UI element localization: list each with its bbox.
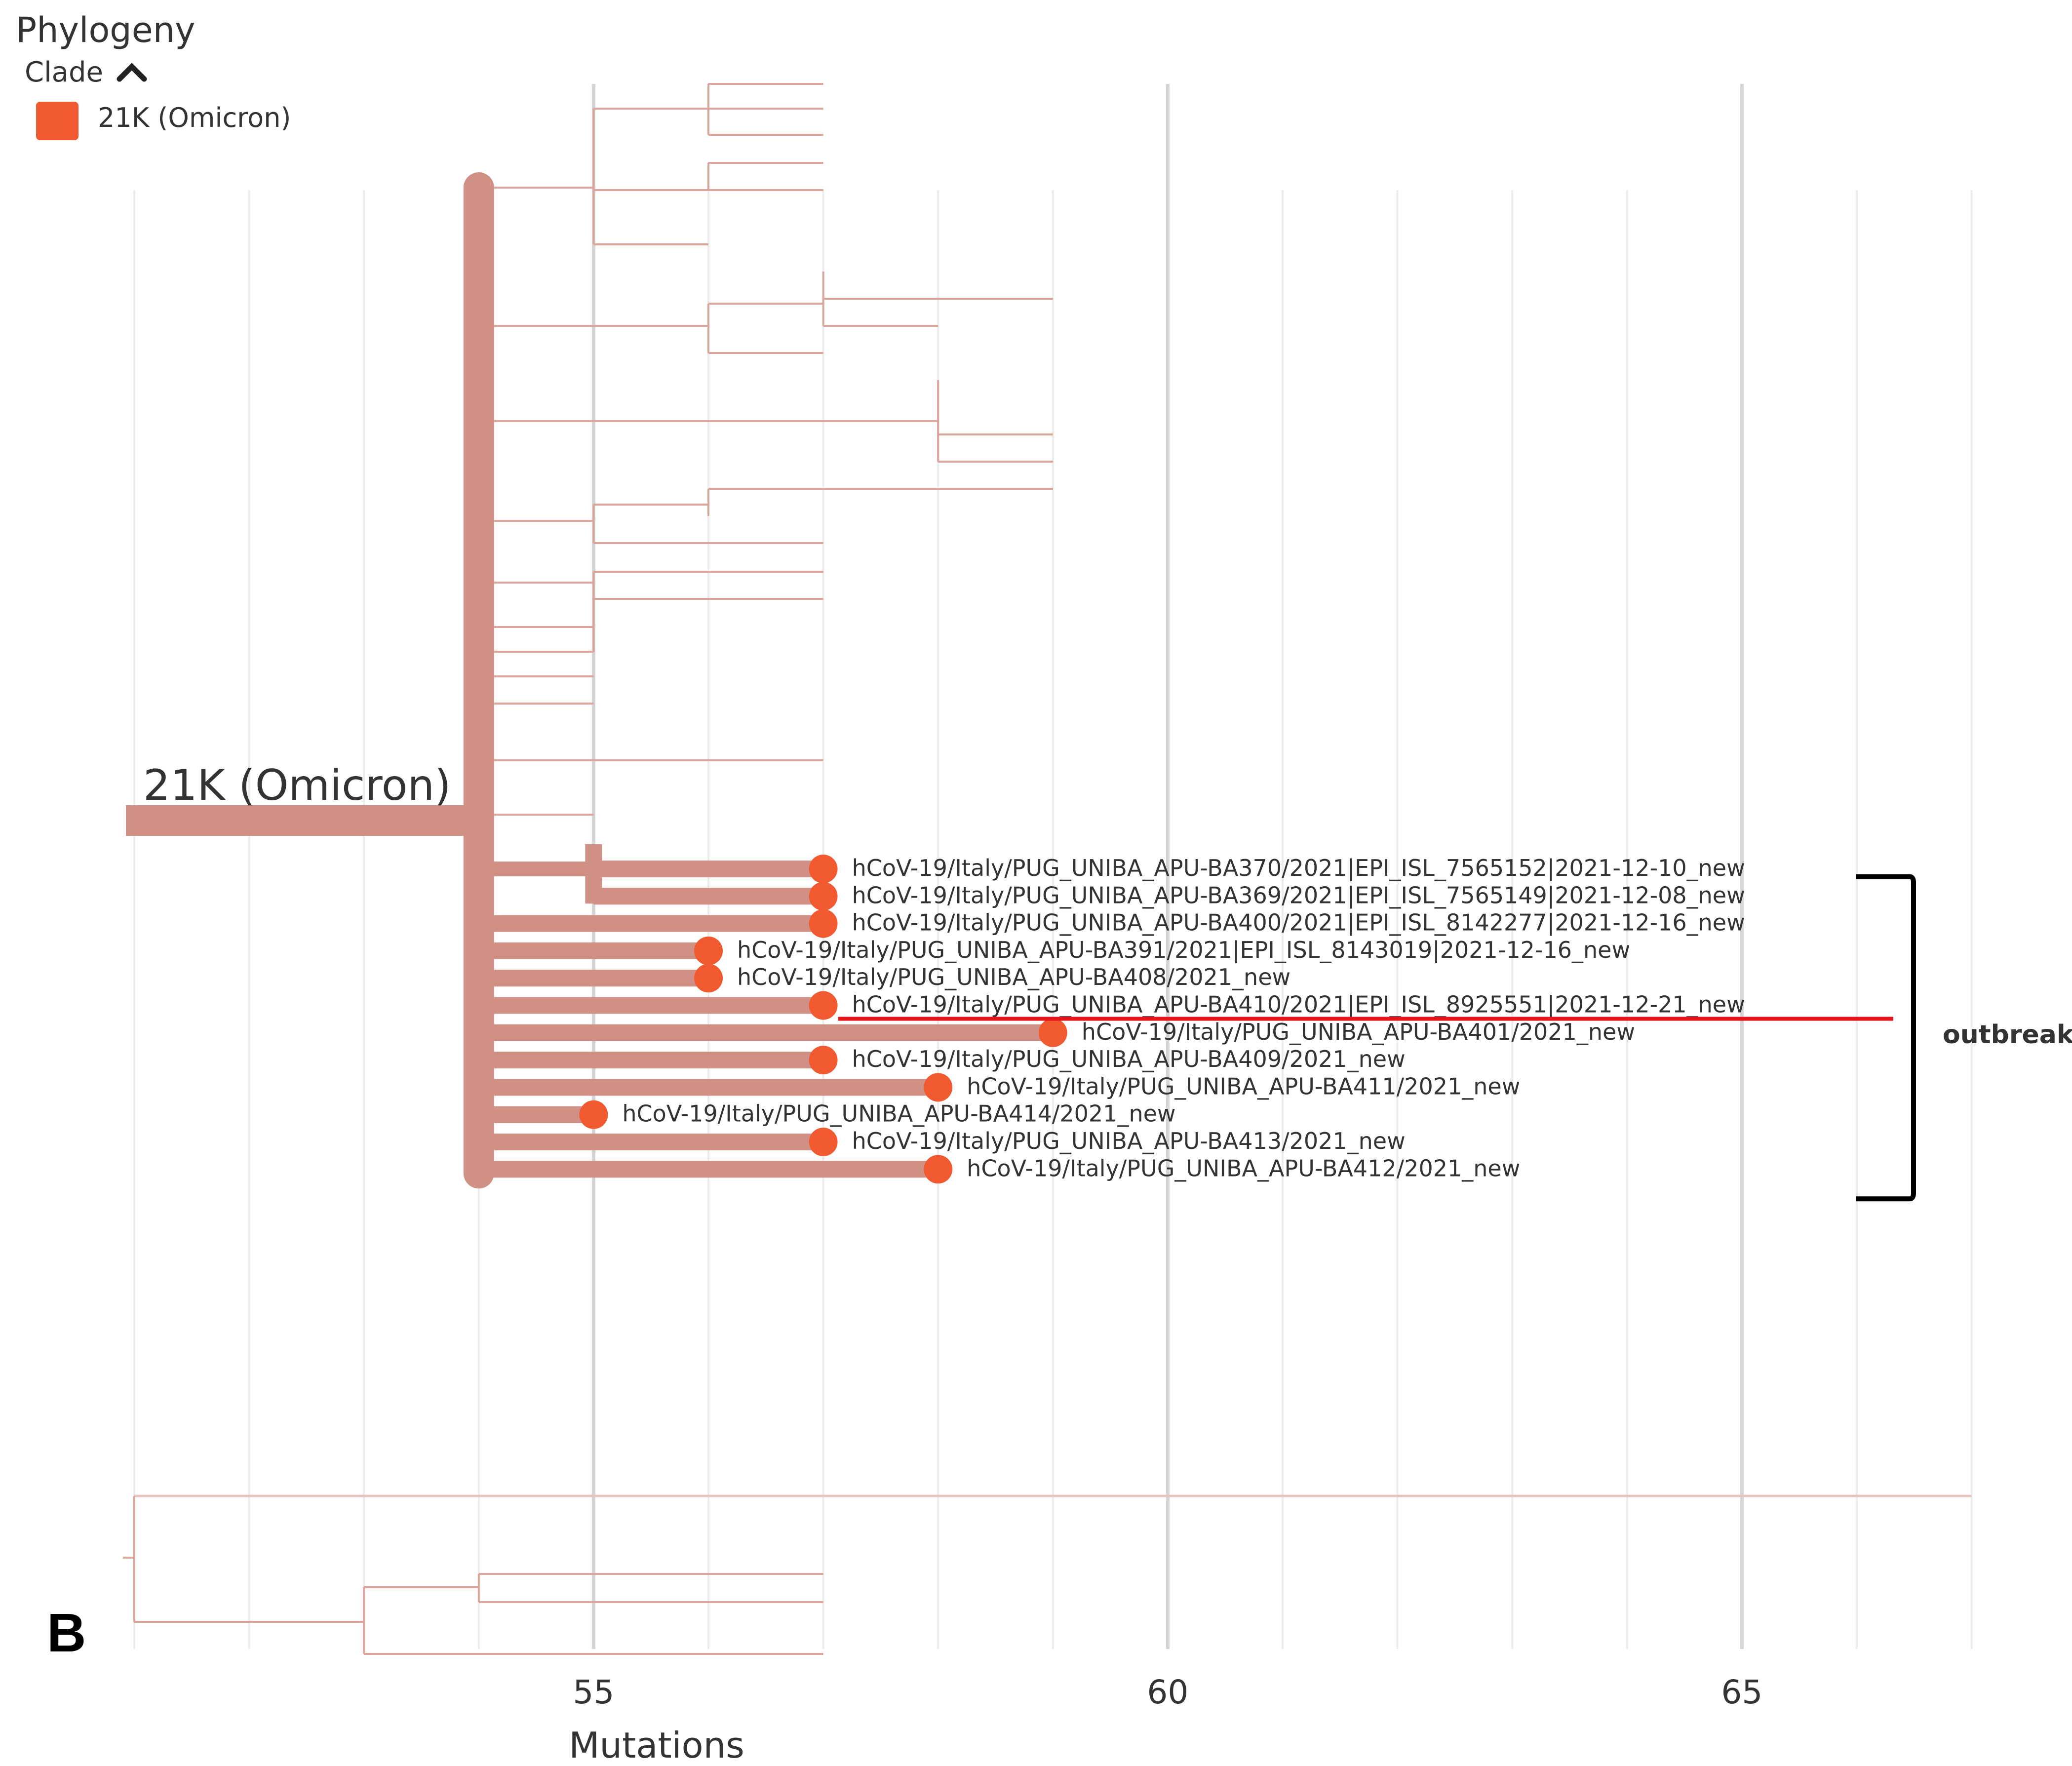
legend-item-label: 21K (Omicron): [98, 102, 291, 133]
tip-marker: [809, 991, 838, 1020]
x-axis-label: Mutations: [569, 1725, 744, 1766]
tip-label: hCoV-19/Italy/PUG_UNIBA_APU-BA401/2021_n…: [1082, 1019, 1635, 1045]
panel-title: Phylogeny: [16, 10, 195, 50]
background-branches: [478, 83, 1053, 816]
tip-marker: [809, 855, 838, 883]
tip-label: hCoV-19/Italy/PUG_UNIBA_APU-BA369/2021|E…: [852, 882, 1745, 909]
outgroup-branches: [122, 1494, 1972, 1655]
x-axis: Mutations 55 60 65: [569, 1673, 1762, 1766]
panel-label: B: [47, 1603, 86, 1663]
legend-toggle[interactable]: Clade: [25, 56, 147, 88]
legend-swatch: [36, 102, 78, 140]
legend-title[interactable]: Clade: [25, 56, 103, 88]
outbreak-bracket: [1856, 874, 1916, 1202]
tip-label: hCoV-19/Italy/PUG_UNIBA_APU-BA410/2021|E…: [852, 991, 1745, 1019]
outbreak-label: outbreak: [1943, 1020, 2072, 1050]
tip-label: hCoV-19/Italy/PUG_UNIBA_APU-BA391/2021|E…: [737, 937, 1630, 964]
tip-marker: [809, 1128, 838, 1156]
tip-marker: [579, 1100, 608, 1129]
tip-label: hCoV-19/Italy/PUG_UNIBA_APU-BA409/2021_n…: [852, 1046, 1406, 1072]
tip-marker: [1038, 1018, 1067, 1047]
tip-label: hCoV-19/Italy/PUG_UNIBA_APU-BA411/2021_n…: [967, 1073, 1520, 1099]
outbreak-annotation: outbreak: [838, 874, 2072, 1202]
clade-label: 21K (Omicron): [143, 761, 451, 810]
tip-label: hCoV-19/Italy/PUG_UNIBA_APU-BA414/2021_n…: [622, 1100, 1175, 1127]
tip-markers: [579, 855, 1067, 1184]
tip-marker: [694, 964, 723, 993]
tip-marker: [924, 1073, 953, 1102]
x-tick-label: 65: [1721, 1673, 1762, 1711]
tip-label: hCoV-19/Italy/PUG_UNIBA_APU-BA370/2021|E…: [852, 855, 1745, 882]
chevron-up-icon[interactable]: [117, 63, 147, 82]
tip-label: hCoV-19/Italy/PUG_UNIBA_APU-BA413/2021_n…: [852, 1128, 1406, 1154]
tip-labels: hCoV-19/Italy/PUG_UNIBA_APU-BA370/2021|E…: [622, 855, 1745, 1181]
tip-label: hCoV-19/Italy/PUG_UNIBA_APU-BA400/2021|E…: [852, 909, 1745, 937]
tip-label: hCoV-19/Italy/PUG_UNIBA_APU-BA408/2021_n…: [737, 964, 1290, 990]
x-tick-label: 55: [573, 1673, 614, 1711]
x-tick-label: 60: [1147, 1673, 1188, 1711]
tip-marker: [924, 1155, 953, 1184]
tip-marker: [809, 1046, 838, 1075]
tip-marker: [694, 936, 723, 965]
clade-branches: [126, 172, 1053, 1189]
tip-label: hCoV-19/Italy/PUG_UNIBA_APU-BA412/2021_n…: [967, 1155, 1520, 1181]
legend-item[interactable]: 21K (Omicron): [36, 102, 291, 140]
tip-marker: [809, 882, 838, 911]
tip-marker: [809, 909, 838, 938]
